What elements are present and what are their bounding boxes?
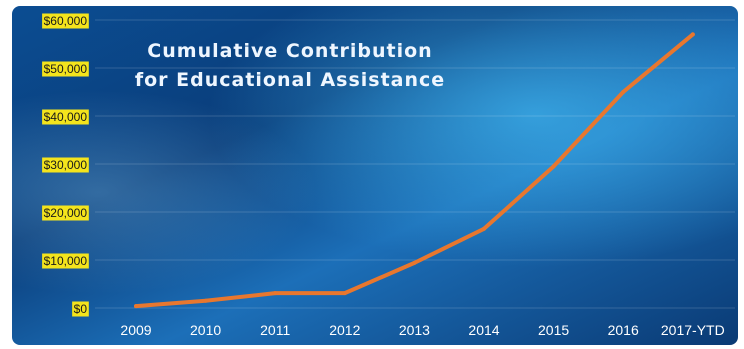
y-tick-highlight xyxy=(42,157,89,173)
y-tick-label: $60,000 xyxy=(44,14,88,28)
y-tick-label: $40,000 xyxy=(44,110,88,124)
x-tick-label: 2011 xyxy=(260,322,290,338)
data-point xyxy=(134,304,138,309)
data-point xyxy=(690,32,695,37)
y-tick-label: $0 xyxy=(74,302,88,316)
chart-title: Cumulative Contribution for Educational … xyxy=(135,40,445,91)
series-group xyxy=(134,32,695,309)
y-tick-highlight xyxy=(42,109,89,125)
x-tick-label: 2013 xyxy=(399,322,430,338)
y-tick-highlight xyxy=(72,301,89,317)
data-point xyxy=(482,226,486,231)
y-tick-label: $50,000 xyxy=(44,62,88,76)
y-tick-highlight xyxy=(42,205,89,221)
y-tick-highlight xyxy=(42,13,89,29)
chart-title-line-1: Cumulative Contribution xyxy=(147,40,432,62)
data-point xyxy=(551,164,556,169)
y-tick-highlight xyxy=(42,61,89,77)
x-tick-label: 2009 xyxy=(120,322,151,338)
x-tick-label: 2014 xyxy=(468,322,499,338)
x-tick-label: 2010 xyxy=(190,322,221,338)
gridlines xyxy=(95,19,735,309)
x-axis: 2009 2010 2011 2012 2013 2014 2015 2016 2017-YTD xyxy=(120,322,724,338)
y-tick-label: $20,000 xyxy=(44,206,88,220)
chart-background xyxy=(12,6,738,345)
data-point xyxy=(412,260,417,265)
data-point xyxy=(203,298,208,303)
data-point xyxy=(621,90,626,94)
x-tick-label: 2017-YTD xyxy=(661,322,725,338)
data-point xyxy=(273,291,278,296)
y-tick-label: $30,000 xyxy=(44,158,88,172)
y-tick-label: $10,000 xyxy=(44,254,88,268)
data-point xyxy=(342,291,347,296)
y-tick-highlight xyxy=(42,253,89,269)
y-axis: $0 $10,000 $20,000 $30,000 $40,000 $50,000 $60… xyxy=(42,13,89,317)
x-tick-label: 2016 xyxy=(608,322,639,338)
x-tick-label: 2015 xyxy=(538,322,569,338)
chart-title-line-2: for Educational Assistance xyxy=(135,69,445,91)
x-tick-label: 2012 xyxy=(329,322,360,338)
